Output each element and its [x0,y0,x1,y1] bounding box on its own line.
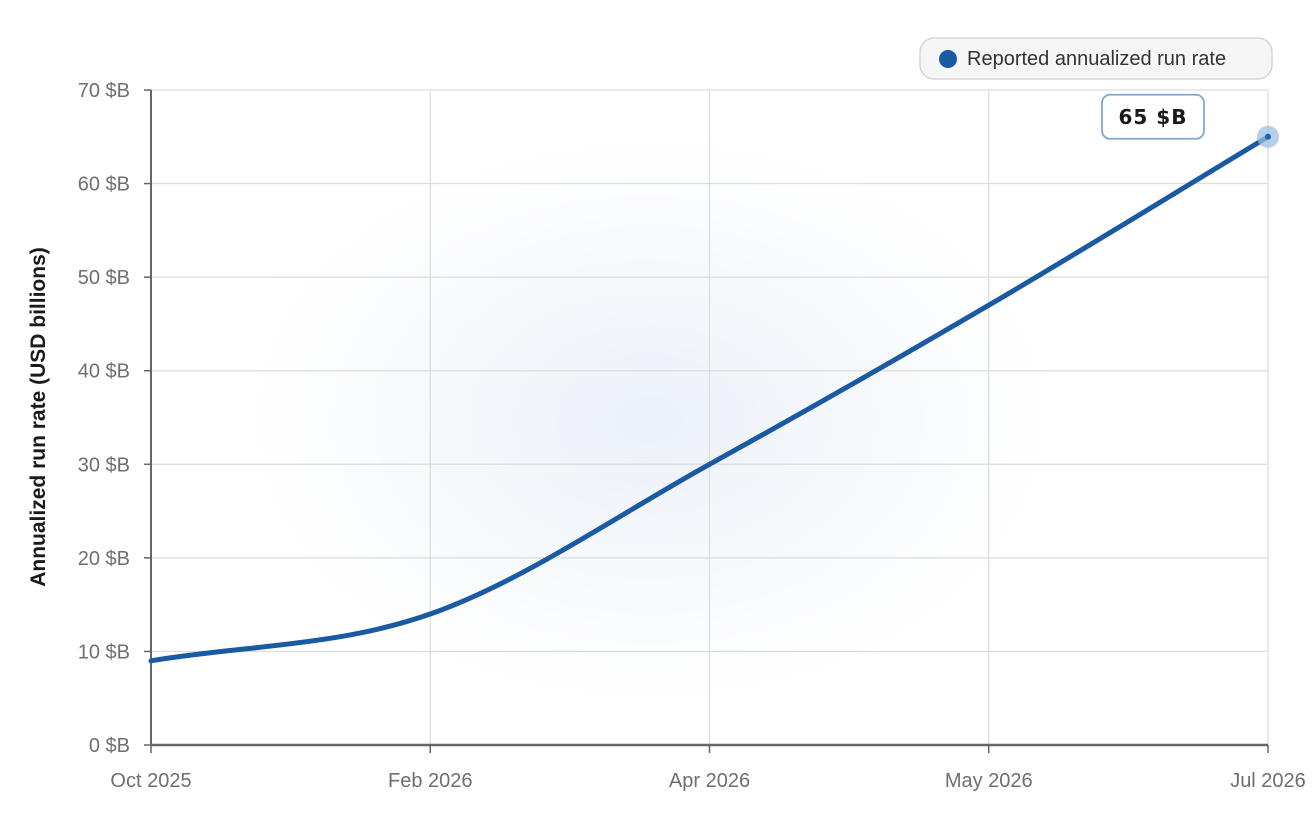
data-point [149,658,154,663]
tick-labels: 0 $B 10 $B 20 $B 30 $B 40 $B 50 $B 60 $B 70 $B O… [78,80,1306,792]
data-point [986,303,991,308]
callout-box [1101,93,1205,140]
legend-label: Reported annualized run rate [967,48,1226,70]
callout-label: 65 $B [1119,105,1188,129]
x-tick-label: Jul 2026 [1230,770,1306,792]
y-tick-label: 60 $B [78,174,130,196]
x-tick-label: May 2026 [945,770,1033,792]
axes [144,89,1269,753]
y-tick-label: 40 $B [78,361,130,383]
data-point [707,462,712,467]
y-tick-label: 30 $B [78,454,130,476]
x-tick-label: Oct 2025 [110,770,191,792]
legend-box [919,37,1273,80]
data-point [428,612,433,617]
legend-marker [939,50,957,68]
y-tick-label: 0 $B [89,735,130,757]
y-axis-title: Annualized run rate (USD billions) [27,247,50,587]
x-tick-label: Feb 2026 [388,770,473,792]
y-tick-label: 70 $B [78,80,130,102]
grid [151,89,1269,745]
y-tick-label: 20 $B [78,548,130,570]
y-tick-label: 50 $B [78,267,130,289]
legend[interactable]: Reported annualized run rate [919,37,1273,80]
x-tick-label: Apr 2026 [669,770,750,792]
series [148,125,1279,664]
y-tick-label: 10 $B [78,641,130,663]
data-point [1265,133,1271,140]
series-line [148,134,1271,664]
annotations: 65 $B [1101,93,1205,140]
